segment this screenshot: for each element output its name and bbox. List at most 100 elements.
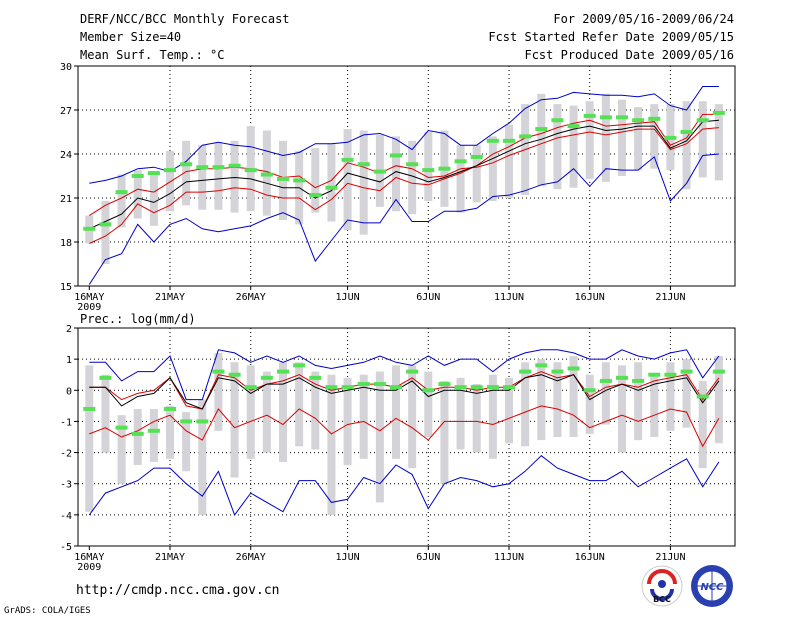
range-bar	[85, 365, 94, 512]
mean-marker	[309, 375, 322, 380]
range-bar	[569, 356, 578, 437]
mean-marker	[551, 118, 564, 123]
x-tick-label: 21JUN	[655, 292, 685, 303]
x-tick-label: 21JUN	[655, 552, 685, 563]
mean-marker	[196, 165, 209, 170]
envelope-low-line	[88, 153, 719, 285]
range-bar	[601, 362, 610, 425]
x-tick-label: 1JUN	[336, 552, 360, 563]
mean-marker	[180, 419, 193, 424]
x-tick-label: 16MAY	[74, 292, 104, 303]
mean-marker	[712, 369, 725, 374]
x-tick-label: 26MAY	[236, 292, 266, 303]
chart-title: DERF/NCC/BCC Monthly Forecast	[80, 12, 290, 26]
mean-marker	[325, 185, 338, 190]
y-tick-label: -3	[60, 480, 72, 491]
mean-marker	[131, 431, 144, 436]
range-bar	[424, 132, 433, 201]
range-bar	[359, 130, 368, 235]
range-bar	[214, 352, 223, 431]
mean-marker	[83, 406, 96, 411]
range-bar	[117, 174, 126, 228]
range-bar	[488, 374, 497, 459]
range-bar	[166, 151, 175, 212]
mean-marker	[164, 406, 177, 411]
range-bar	[392, 365, 401, 459]
range-bar	[472, 145, 481, 203]
range-bar	[279, 362, 288, 462]
mean-marker	[260, 172, 273, 177]
range-bar	[601, 93, 610, 182]
mean-marker	[83, 226, 96, 231]
forecast-period: For 2009/05/16-2009/06/24	[553, 12, 734, 26]
range-bar	[295, 362, 304, 447]
range-bar	[230, 362, 239, 478]
mean-marker	[535, 127, 548, 132]
range-bar	[133, 170, 142, 219]
range-bar	[359, 374, 368, 459]
envelope-low-line	[88, 455, 720, 516]
mean-marker	[293, 178, 306, 183]
range-bar	[537, 359, 546, 441]
mean-marker	[390, 385, 403, 390]
variable-label: Mean Surf. Temp.: °C	[80, 48, 225, 62]
x-tick-label: 11JUN	[494, 552, 524, 563]
mean-marker	[147, 171, 160, 176]
range-bar	[246, 365, 255, 459]
precipitation-panel: -5 -4 -3 -2 -1 0 1 2 16MAY 21MAY 26MAY 1JUN 6JUN 11JU…	[60, 324, 736, 573]
mean-marker	[228, 372, 241, 377]
range-bar	[182, 412, 191, 472]
mean-marker	[632, 378, 645, 383]
range-bar	[424, 371, 433, 437]
mean-marker	[373, 169, 386, 174]
y-tick-label: 18	[60, 238, 72, 249]
y-tick-label: 24	[60, 150, 72, 161]
mean-marker	[277, 369, 290, 374]
mean-marker	[293, 363, 306, 368]
x-tick-label: 16MAY	[74, 552, 104, 563]
range-bar	[569, 105, 578, 188]
range-bar	[698, 101, 707, 178]
mean-marker	[99, 222, 112, 227]
mean-marker	[406, 162, 419, 167]
range-bar	[634, 362, 643, 441]
mean-marker	[212, 369, 225, 374]
ncc-logo: NCC	[691, 565, 733, 607]
produced-date: Fcst Produced Date 2009/05/16	[524, 48, 734, 62]
y-tick-label: -1	[60, 417, 72, 428]
range-bar	[714, 104, 723, 181]
mean-marker	[325, 385, 338, 390]
y-tick-label: -5	[60, 542, 72, 553]
mean-marker	[680, 130, 693, 134]
median-line	[89, 119, 719, 230]
range-bar	[537, 93, 546, 187]
year-label: 2009	[77, 302, 101, 313]
mean-marker	[599, 115, 612, 120]
mean-marker	[131, 174, 144, 178]
mean-marker	[115, 190, 128, 195]
range-bar	[343, 377, 352, 466]
range-bar	[182, 140, 191, 206]
mean-marker	[390, 153, 403, 158]
range-bar	[311, 148, 320, 213]
range-bar	[149, 408, 158, 462]
plot-frame	[77, 65, 736, 287]
mean-marker	[616, 115, 629, 120]
mean-marker	[664, 372, 677, 377]
range-bar	[149, 174, 158, 226]
spread-high-line	[89, 371, 720, 410]
range-bar	[101, 200, 110, 264]
bcc-logo: BCC	[641, 565, 683, 607]
mean-marker	[115, 425, 128, 430]
x-tick-label: 21MAY	[155, 552, 185, 563]
y-tick-label: 30	[60, 62, 72, 73]
mean-marker	[470, 154, 483, 159]
mean-marker	[438, 166, 451, 171]
temperature-panel: 15 18 21 24 27 30 16MAY 21MAY 26MAY 1JUN 6JUN 11JUN…	[60, 62, 736, 313]
median-line	[89, 374, 720, 410]
mean-marker	[228, 163, 241, 168]
mean-marker	[212, 165, 225, 170]
range-bar	[375, 371, 384, 503]
mean-marker	[164, 168, 177, 173]
x-tick-label: 6JUN	[416, 292, 440, 303]
